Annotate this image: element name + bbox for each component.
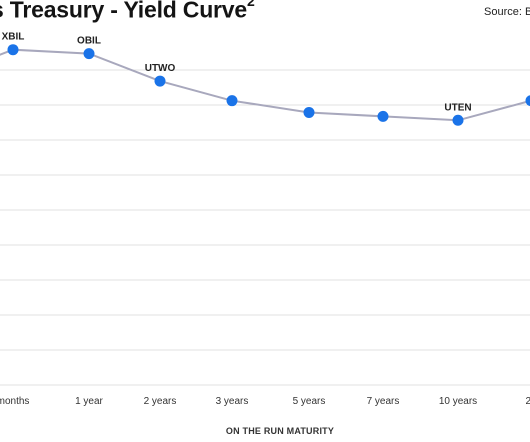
data-point-5-years[interactable] — [303, 106, 315, 118]
point-label-xbil: XBIL — [2, 32, 25, 43]
x-tick-label: 10 years — [439, 396, 477, 407]
point-label-obil: OBIL — [77, 36, 101, 47]
x-tick-label: 2 years — [144, 396, 177, 407]
x-axis-ticks: months 1 year 2 years 3 years 5 years 7 years… — [0, 396, 530, 407]
data-point-1-year[interactable] — [83, 48, 95, 60]
point-label-uten: UTEN — [444, 102, 471, 113]
data-markers — [7, 44, 530, 126]
x-tick-label: 20 — [525, 396, 530, 407]
source-note: Source: B — [484, 6, 530, 18]
data-point-months[interactable] — [7, 44, 19, 56]
point-label-utwo: UTWO — [145, 63, 176, 74]
x-tick-label: 7 years — [367, 396, 400, 407]
data-point-10-years[interactable] — [452, 114, 464, 126]
x-axis-title: ON THE RUN MATURITY — [226, 426, 334, 436]
data-point-20[interactable] — [525, 95, 530, 107]
data-point-3-years[interactable] — [226, 95, 238, 107]
data-point-7-years[interactable] — [377, 110, 389, 122]
point-labels: XBIL OBIL UTWO UTEN — [2, 32, 472, 114]
data-point-2-years[interactable] — [154, 75, 166, 87]
x-tick-label: months — [0, 396, 29, 407]
gridlines — [0, 69, 530, 386]
x-tick-label: 1 year — [75, 396, 103, 407]
x-tick-label: 5 years — [293, 396, 326, 407]
chart-title: s Treasury - Yield Curve2 — [0, 0, 255, 23]
x-tick-label: 3 years — [216, 396, 249, 407]
